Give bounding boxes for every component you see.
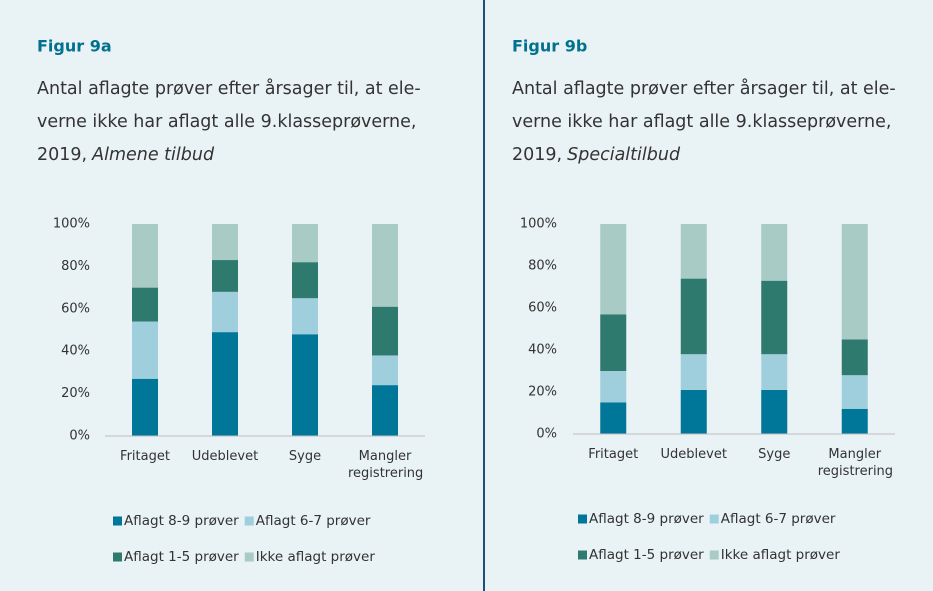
bar-segment — [132, 224, 158, 288]
bar-segment — [132, 287, 158, 322]
x-tick-label-box: Fritaget — [588, 447, 639, 462]
y-tick-label: 100% — [520, 217, 557, 232]
x-tick-label: Udeblevet — [660, 447, 727, 462]
x-tick-label-box: Fritaget — [120, 449, 170, 464]
legend-label: Ikke aflagt prøver — [721, 547, 841, 563]
y-tick-label: 80% — [528, 259, 557, 274]
bar-segment — [841, 339, 868, 376]
y-tick-label: 40% — [528, 343, 557, 358]
chart-subtitle-italic: Specialtilbud — [567, 145, 681, 165]
chart-title: Figur 9a — [37, 37, 112, 56]
y-tick-label: 100% — [53, 217, 90, 232]
bar-segment — [600, 224, 627, 315]
bar-segment — [600, 402, 627, 434]
bar-segment — [372, 385, 398, 436]
y-tick-label: 20% — [528, 385, 557, 400]
chart-subtitle: Antal aflagte prøver efter årsager til, … — [37, 78, 421, 99]
bar-segment — [680, 389, 707, 434]
bar-segment — [680, 278, 707, 355]
y-tick-label: 60% — [61, 301, 90, 316]
y-tick-label: 0% — [536, 427, 557, 442]
bar-segment — [680, 224, 707, 279]
x-tick-label: Syge — [758, 447, 791, 462]
bar-segment — [132, 378, 158, 436]
bar-segment — [600, 314, 627, 371]
legend-swatch — [709, 550, 719, 560]
bar-segment — [212, 260, 238, 292]
x-tick-label: Fritaget — [588, 447, 639, 462]
y-tick-label: 80% — [61, 259, 90, 274]
legend-label: Aflagt 1-5 prøver — [124, 549, 239, 565]
x-tick-label-box: Udeblevet — [191, 449, 259, 464]
legend-label: Ikke aflagt prøver — [256, 549, 376, 565]
bar-segment — [841, 224, 868, 340]
bar-segment — [761, 354, 788, 390]
chart-subtitle: 2019, — [512, 145, 562, 165]
bar-segment — [761, 280, 788, 355]
legend-swatch — [113, 552, 122, 562]
bar-segment — [212, 332, 238, 436]
x-tick-label: Udeblevet — [191, 449, 259, 464]
y-tick-label: 60% — [528, 301, 557, 316]
legend-swatch — [578, 514, 587, 524]
bar-segment — [292, 298, 318, 335]
x-tick-label-box: Syge — [758, 447, 791, 462]
legend-label: Aflagt 8-9 prøver — [124, 513, 239, 529]
bar-segment — [292, 334, 318, 436]
bar-segment — [761, 224, 788, 281]
bar-segment — [292, 224, 318, 263]
bar-segment — [841, 375, 868, 409]
chart-subtitle: verne ikke har aflagt alle 9.klasseprøve… — [37, 112, 416, 132]
bar-segment — [292, 262, 318, 299]
chart-subtitle-italic: Almene tilbud — [91, 145, 215, 165]
bar-segment — [841, 408, 868, 434]
bar-segment — [600, 371, 627, 403]
legend-label: Aflagt 6-7 prøver — [256, 513, 371, 529]
legend-swatch — [113, 516, 122, 526]
x-tick-label: Fritaget — [120, 449, 170, 464]
legend-label: Aflagt 1-5 prøver — [589, 547, 704, 563]
x-tick-label-box: Udeblevet — [660, 447, 727, 462]
bar-segment — [212, 224, 238, 261]
legend-swatch — [244, 552, 254, 562]
y-tick-label: 20% — [61, 386, 90, 401]
bar-segment — [761, 389, 788, 434]
bar-segment — [132, 321, 158, 379]
legend-label: Aflagt 8-9 prøver — [589, 511, 704, 527]
x-tick-label-box: Syge — [288, 449, 322, 464]
chart-subtitle: 2019, — [37, 145, 87, 165]
y-tick-label: 40% — [61, 344, 90, 359]
bar-segment — [680, 354, 707, 390]
x-tick-label: Mangler registrering — [817, 447, 894, 479]
bar-segment — [372, 355, 398, 386]
y-tick-label: 0% — [69, 429, 90, 444]
x-tick-label: Mangler registrering — [348, 449, 424, 481]
legend-swatch — [709, 514, 719, 524]
chart-title: Figur 9b — [512, 37, 587, 56]
chart-subtitle: verne ikke har aflagt alle 9.klasseprøve… — [512, 112, 891, 132]
x-tick-label-box: Mangler registrering — [817, 447, 894, 479]
x-tick-label: Syge — [288, 449, 322, 464]
chart-subtitle: Antal aflagte prøver efter årsager til, … — [512, 78, 896, 99]
legend-swatch — [244, 516, 254, 526]
bar-segment — [372, 224, 398, 307]
legend-label: Aflagt 6-7 prøver — [721, 511, 836, 527]
bar-segment — [372, 306, 398, 356]
legend-swatch — [578, 550, 587, 560]
bar-segment — [212, 291, 238, 333]
x-tick-label-box: Mangler registrering — [348, 449, 424, 481]
